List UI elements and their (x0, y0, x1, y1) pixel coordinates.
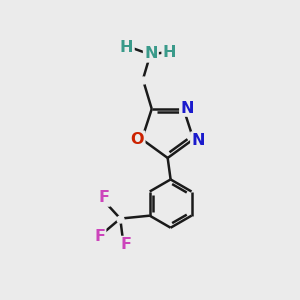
Text: N: N (144, 46, 158, 62)
Text: F: F (121, 237, 132, 252)
Text: F: F (99, 190, 110, 206)
Text: N: N (191, 133, 205, 148)
Text: H: H (163, 45, 176, 60)
Text: F: F (94, 229, 105, 244)
Text: N: N (180, 100, 194, 116)
Text: H: H (120, 40, 134, 55)
Text: O: O (131, 132, 144, 147)
